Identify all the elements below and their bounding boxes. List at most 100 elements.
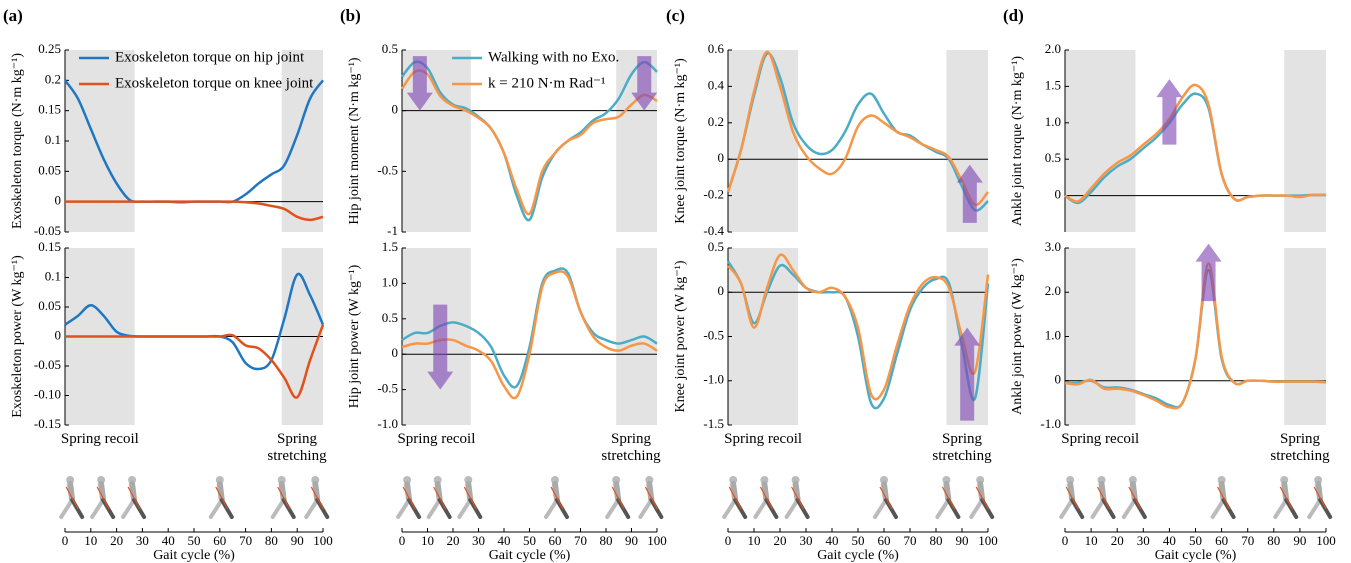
series-line [1064, 262, 1327, 410]
y-tick-label: 0.1 [45, 132, 61, 147]
x-tick-label: 60 [1215, 533, 1228, 548]
x-tick-label: 40 [162, 533, 175, 548]
y-tick-label: -0.2 [703, 187, 724, 202]
figure-leg [121, 498, 137, 519]
legend-label: k = 210 N·m Rad⁻¹ [488, 75, 606, 91]
x-tick-label: 70 [574, 533, 587, 548]
figure-leg [946, 498, 961, 519]
exo-spring [1128, 486, 1142, 510]
x-tick-label: 10 [84, 533, 97, 548]
exo-spring [127, 486, 141, 510]
figure-leg [90, 498, 106, 519]
x-tick-label: 70 [904, 533, 917, 548]
figure-leg [1221, 498, 1236, 519]
gait-figure [544, 476, 569, 519]
x-axis-label: Gait cycle (%) [153, 548, 235, 563]
exo-spring [96, 486, 110, 510]
y-axis-label: Knee joint torque (N·m kg⁻¹) [673, 58, 688, 224]
x-tick-label: 50 [523, 533, 536, 548]
x-axis-label: Gait cycle (%) [817, 548, 899, 563]
shaded-region [616, 248, 657, 425]
figure-leg [1318, 498, 1333, 519]
x-tick-label: 50 [188, 533, 201, 548]
figure-leg [795, 498, 810, 519]
figure-leg [616, 498, 631, 519]
panel-label: (a) [3, 6, 23, 25]
annotation: Spring recoil [60, 431, 139, 447]
x-tick-label: 100 [978, 533, 998, 548]
exo-spring [277, 486, 291, 510]
legend-label: Exoskeleton torque on knee joint [115, 75, 314, 91]
x-tick-label: 80 [600, 533, 613, 548]
y-axis-label: Hip joint power (W kg⁻¹) [347, 264, 362, 408]
figure-leg [605, 498, 621, 519]
y-tick-label: 1.5 [382, 239, 398, 254]
x-tick-label: 30 [136, 533, 149, 548]
gait-figure [784, 476, 810, 519]
x-tick-label: 10 [1085, 533, 1098, 548]
figure-leg [59, 498, 75, 519]
figure-leg [132, 498, 147, 519]
x-tick-label: 100 [647, 533, 667, 548]
x-tick-label: 90 [291, 533, 304, 548]
x-tick-label: 0 [725, 533, 732, 548]
gait-figure [1090, 476, 1116, 519]
shaded-region [1284, 50, 1326, 232]
gait-figure [270, 476, 296, 519]
exo-spring [310, 486, 324, 510]
figure-leg [1121, 498, 1137, 519]
y-tick-label: 1.5 [1045, 77, 1061, 92]
gait-figure [873, 476, 898, 519]
y-tick-label: 0.15 [38, 102, 61, 117]
annotation: Spring recoil [1061, 431, 1140, 447]
figure-leg [396, 498, 412, 519]
y-tick-label: -0.5 [377, 381, 398, 396]
figure-leg [733, 498, 748, 519]
y-tick-label: 2.0 [1045, 283, 1061, 298]
series-line [400, 69, 658, 216]
figure-leg [884, 498, 898, 519]
y-tick-label: -0.5 [377, 162, 398, 177]
figure-leg [638, 498, 654, 519]
exo-spring [402, 486, 416, 510]
shaded-region [728, 50, 799, 232]
legend-label: Exoskeleton torque on hip joint [115, 49, 305, 65]
y-tick-label: 0.5 [382, 41, 398, 56]
y-tick-label: -0.05 [34, 223, 61, 238]
figure-leg [1284, 498, 1299, 519]
y-tick-label: -0.15 [34, 416, 61, 431]
exo-spring [463, 486, 477, 510]
y-tick-label: -1 [387, 223, 398, 238]
x-tick-label: 40 [1163, 533, 1176, 548]
figure-leg [722, 498, 738, 519]
y-tick-label: 0.15 [38, 239, 61, 254]
figure-leg [784, 498, 800, 519]
gait-figure [638, 476, 664, 519]
series-line [65, 324, 325, 399]
x-tick-label: 20 [1111, 533, 1124, 548]
figure-leg [544, 498, 559, 519]
figure-leg [457, 498, 473, 519]
x-tick-label: 0 [1062, 533, 1069, 548]
figure-leg [1132, 498, 1147, 519]
y-tick-label: 1.0 [382, 274, 398, 289]
figure-leg [873, 498, 888, 519]
x-tick-label: 100 [1316, 533, 1336, 548]
gait-figure [1210, 476, 1236, 519]
figure-leg [980, 498, 995, 519]
annotation-arrow [427, 304, 454, 390]
x-tick-label: 30 [1137, 533, 1150, 548]
y-tick-label: 0.2 [708, 114, 724, 129]
annotation: Spring stretching [601, 431, 661, 464]
figure-leg [764, 498, 779, 519]
gait-figure [1121, 476, 1147, 519]
figure-leg [407, 498, 422, 519]
annotation: Spring recoil [724, 431, 803, 447]
x-tick-label: 80 [1267, 533, 1280, 548]
x-tick-label: 40 [498, 533, 511, 548]
y-tick-label: 0.05 [38, 162, 61, 177]
y-tick-label: -0.05 [34, 357, 61, 372]
y-tick-label: 0 [1055, 187, 1062, 202]
x-tick-label: 0 [399, 533, 406, 548]
